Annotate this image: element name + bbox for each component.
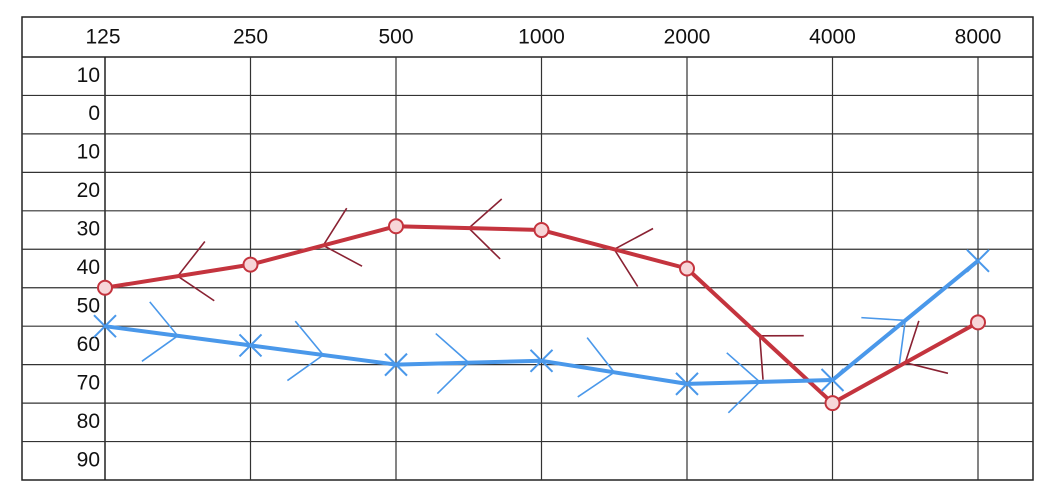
- point-marker: [529, 349, 554, 373]
- y-tick-label: 80: [77, 410, 100, 433]
- y-tick-label: 10: [77, 64, 100, 87]
- x-tick-label: 1000: [518, 26, 565, 49]
- point-marker: [966, 249, 990, 273]
- y-tick-label: 30: [77, 218, 100, 241]
- point-marker: [675, 372, 699, 396]
- point-marker: [533, 222, 550, 239]
- point-marker: [93, 314, 117, 338]
- x-tick-label: 4000: [809, 26, 856, 49]
- point-marker: [388, 218, 404, 235]
- y-tick-label: 90: [77, 448, 100, 471]
- point-marker: [970, 314, 986, 331]
- y-tick-label: 70: [77, 371, 100, 394]
- x-tick-label: 250: [233, 26, 268, 49]
- y-tick-label: 0: [88, 102, 100, 125]
- frame: [21, 16, 1034, 481]
- y-tick-label: 50: [77, 295, 100, 318]
- x-tick-label: 125: [85, 26, 120, 49]
- x-tick-label: 8000: [955, 26, 1002, 49]
- y-tick-label: 60: [77, 333, 100, 356]
- y-tick-label: 20: [77, 179, 100, 202]
- x-tick-label: 500: [378, 26, 413, 49]
- x-tick-label: 2000: [664, 26, 711, 49]
- y-tick-label: 10: [77, 141, 100, 164]
- point-marker: [384, 352, 408, 377]
- point-marker: [824, 395, 841, 412]
- point-marker: [242, 256, 259, 273]
- y-tick-label: 40: [77, 256, 100, 279]
- point-marker: [97, 279, 113, 296]
- bone-marker: [904, 320, 949, 375]
- point-marker: [238, 333, 263, 358]
- point-marker: [679, 260, 695, 277]
- point-marker: [820, 368, 845, 392]
